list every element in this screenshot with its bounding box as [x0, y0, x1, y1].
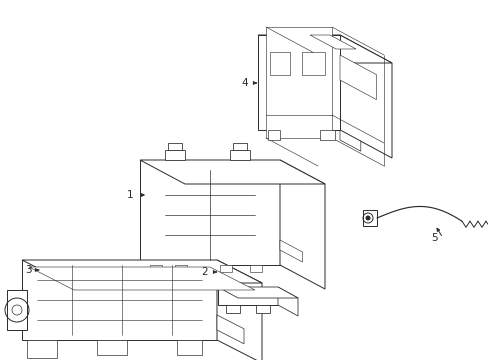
Polygon shape	[339, 130, 360, 151]
Polygon shape	[97, 340, 127, 355]
Polygon shape	[27, 340, 57, 358]
Polygon shape	[140, 160, 325, 184]
Text: 2: 2	[201, 267, 208, 277]
Polygon shape	[280, 240, 302, 262]
Polygon shape	[267, 130, 280, 140]
Polygon shape	[217, 260, 262, 360]
Polygon shape	[258, 35, 339, 130]
Polygon shape	[265, 27, 331, 138]
Polygon shape	[218, 287, 297, 298]
Text: 1: 1	[126, 190, 133, 200]
Polygon shape	[140, 160, 280, 265]
Text: 4: 4	[241, 78, 248, 88]
Polygon shape	[362, 210, 376, 226]
Polygon shape	[22, 260, 262, 283]
Polygon shape	[319, 130, 334, 140]
Polygon shape	[229, 150, 249, 160]
Polygon shape	[177, 340, 202, 355]
Polygon shape	[278, 287, 297, 316]
Polygon shape	[232, 143, 246, 150]
Polygon shape	[29, 267, 254, 290]
Polygon shape	[256, 305, 269, 313]
Polygon shape	[302, 52, 325, 75]
Polygon shape	[220, 265, 231, 272]
Text: 3: 3	[24, 265, 31, 275]
Polygon shape	[280, 160, 325, 289]
Circle shape	[365, 216, 369, 220]
Polygon shape	[309, 35, 355, 49]
Text: 5: 5	[431, 233, 437, 243]
Polygon shape	[339, 55, 376, 100]
Polygon shape	[150, 265, 162, 272]
Polygon shape	[217, 315, 244, 344]
Polygon shape	[249, 265, 262, 272]
Polygon shape	[22, 260, 217, 340]
Polygon shape	[175, 265, 186, 272]
Polygon shape	[258, 35, 391, 63]
Polygon shape	[164, 150, 184, 160]
Polygon shape	[218, 287, 278, 305]
Polygon shape	[339, 35, 391, 158]
Polygon shape	[7, 290, 27, 330]
Polygon shape	[168, 143, 182, 150]
Polygon shape	[269, 52, 289, 75]
Polygon shape	[225, 305, 240, 313]
